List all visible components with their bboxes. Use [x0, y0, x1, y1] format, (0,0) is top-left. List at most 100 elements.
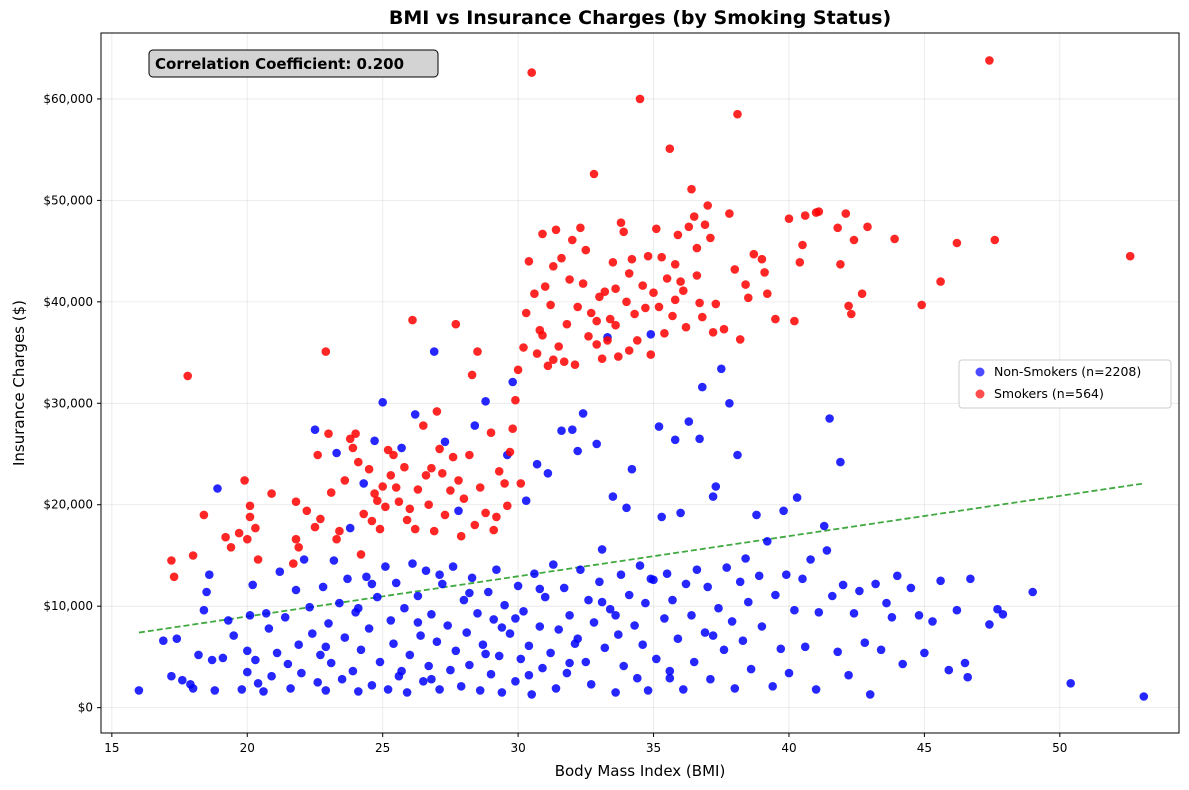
- non-smoker-point: [167, 671, 176, 681]
- smoker-point: [294, 543, 304, 552]
- non-smoker-point: [427, 674, 436, 684]
- smoker-point: [511, 395, 520, 405]
- smoker-point: [586, 308, 596, 318]
- non-smoker-point: [429, 347, 439, 356]
- smoker-point: [749, 249, 759, 259]
- non-smoker-point: [654, 422, 664, 431]
- non-smoker-point: [798, 574, 807, 584]
- smoker-point: [841, 209, 851, 218]
- non-smoker-point: [481, 397, 490, 406]
- non-smoker-point: [936, 576, 945, 586]
- non-smoker-point: [657, 512, 666, 522]
- smoker-point: [700, 220, 710, 229]
- non-smoker-point: [844, 670, 853, 680]
- non-smoker-point: [321, 642, 331, 652]
- x-tick-label: 30: [510, 741, 525, 755]
- non-smoker-point: [646, 330, 656, 339]
- non-smoker-point: [952, 605, 962, 615]
- non-smoker-point: [202, 587, 211, 597]
- non-smoker-point: [776, 644, 786, 654]
- smoker-point: [692, 271, 702, 280]
- smoker-point: [383, 445, 393, 455]
- smoker-point: [551, 225, 561, 235]
- non-smoker-point: [283, 659, 293, 669]
- smoker-point: [603, 336, 612, 345]
- non-smoker-point: [484, 587, 493, 597]
- non-smoker-point: [641, 598, 650, 608]
- non-smoker-point: [540, 592, 550, 602]
- non-smoker-point: [261, 609, 271, 618]
- smoker-point: [952, 238, 962, 248]
- non-smoker-point: [297, 668, 306, 678]
- non-smoker-point: [332, 448, 341, 458]
- non-smoker-point: [703, 582, 712, 592]
- y-tick-label: $60,000: [43, 92, 93, 106]
- smoker-point: [670, 260, 680, 269]
- smoker-point: [335, 526, 344, 536]
- smoker-point: [798, 240, 807, 250]
- annotation-text: Correlation Coefficient: 0.200: [155, 55, 404, 73]
- smoker-point: [524, 257, 534, 266]
- non-smoker-point: [627, 464, 637, 474]
- smoker-point: [554, 342, 563, 351]
- non-smoker-point: [893, 571, 902, 581]
- non-smoker-point: [535, 622, 545, 631]
- non-smoker-point: [326, 658, 336, 668]
- smoker-point: [917, 300, 926, 310]
- smoker-point: [795, 258, 805, 267]
- non-smoker-point: [505, 629, 515, 638]
- non-smoker-point: [367, 681, 377, 690]
- non-smoker-point: [172, 634, 182, 643]
- smoker-point: [413, 485, 423, 494]
- series-non-smokers: [134, 330, 1149, 701]
- non-smoker-point: [408, 559, 417, 568]
- non-smoker-point: [573, 634, 582, 643]
- smoker-point: [427, 463, 436, 473]
- non-smoker-point: [370, 436, 379, 446]
- non-smoker-point: [443, 621, 453, 630]
- smoker-point: [597, 354, 607, 364]
- y-tick-label: $40,000: [43, 295, 93, 309]
- smoker-point: [657, 252, 666, 262]
- non-smoker-point: [849, 609, 859, 618]
- smoker-point: [253, 555, 263, 564]
- non-smoker-point: [475, 686, 485, 695]
- non-smoker-point: [383, 685, 393, 694]
- legend: Non-Smokers (n=2208) Smokers (n=564): [958, 359, 1172, 409]
- non-smoker-point: [898, 659, 907, 669]
- annotation-box: [148, 49, 439, 78]
- non-smoker-point: [267, 671, 276, 681]
- non-smoker-point: [497, 688, 507, 697]
- smoker-point: [167, 556, 176, 565]
- non-smoker-point: [689, 657, 699, 667]
- non-smoker-point: [248, 580, 257, 590]
- non-smoker-point: [410, 410, 420, 419]
- smoker-point: [733, 109, 742, 119]
- non-smoker-point: [524, 670, 534, 680]
- smoker-point: [614, 352, 623, 361]
- smoker-point: [711, 299, 721, 309]
- non-smoker-point: [624, 590, 634, 600]
- non-smoker-point: [828, 591, 837, 601]
- smoker-point: [757, 254, 767, 264]
- smoker-point: [695, 298, 704, 308]
- smoker-point: [641, 303, 650, 313]
- non-smoker-point: [237, 685, 247, 694]
- non-smoker-point: [708, 492, 718, 501]
- smoker-point: [348, 443, 358, 453]
- non-smoker-point: [367, 579, 377, 589]
- smoker-point: [725, 209, 734, 218]
- smoker-point: [538, 229, 547, 239]
- non-smoker-point: [698, 382, 707, 392]
- smoker-point: [857, 289, 867, 299]
- non-smoker-point: [597, 597, 607, 607]
- non-smoker-point: [356, 645, 366, 655]
- non-smoker-point: [681, 579, 691, 589]
- non-smoker-point: [424, 661, 434, 671]
- smoker-point: [240, 476, 249, 485]
- smoker-point: [503, 501, 512, 511]
- non-smoker-point: [264, 624, 274, 633]
- non-smoker-point: [440, 437, 450, 447]
- smoker-point: [581, 245, 591, 255]
